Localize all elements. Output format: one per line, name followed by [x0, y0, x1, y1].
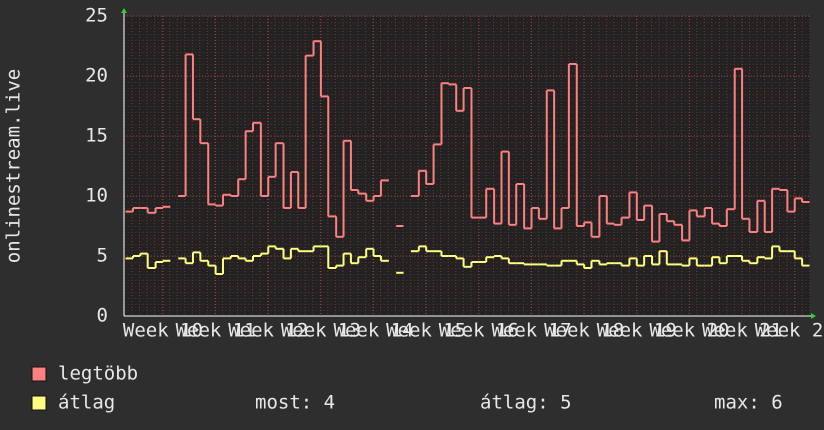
legend-swatch	[31, 395, 47, 411]
minor-grid	[124, 16, 810, 316]
x-tick-label: Week 18	[544, 320, 624, 342]
x-tick-label: Week 11	[176, 320, 256, 342]
y-tick-label: 15	[85, 125, 108, 147]
y-tick-label: 5	[97, 245, 108, 267]
y-axis-label: onlinestream.live	[3, 69, 25, 263]
x-tick-label: Week 10	[123, 320, 203, 342]
x-tick-label: Week 22	[755, 320, 824, 342]
x-tick-label: Week 12	[228, 320, 308, 342]
x-tick-label: Week 13	[281, 320, 361, 342]
stat-text: max: 6	[714, 392, 783, 414]
y-tick-label: 25	[85, 5, 108, 27]
series-lines	[125, 40, 810, 275]
x-tick-label: Week 21	[702, 320, 782, 342]
stat-text: átlag: 5	[480, 392, 572, 414]
y-axis-arrow	[121, 8, 127, 13]
x-tick-label: Week 15	[386, 320, 466, 342]
y-tick-label: 20	[85, 65, 108, 87]
legend: legtöbb átlag most: 4 átlag: 5 max: 6	[31, 363, 783, 414]
x-tick-label: Week 16	[439, 320, 519, 342]
legend-label: átlag	[58, 392, 115, 414]
x-axis-arrow	[811, 313, 816, 319]
y-tick-label: 10	[85, 185, 108, 207]
x-tick-label: Week 19	[597, 320, 677, 342]
stat-text: most: 4	[255, 392, 335, 414]
y-tick-label: 0	[97, 305, 108, 327]
legend-swatch	[31, 366, 47, 382]
x-tick-label: Week 20	[649, 320, 729, 342]
legend-label: legtöbb	[58, 363, 138, 385]
x-tick-label: Week 14	[334, 320, 414, 342]
x-tick-label: Week 17	[491, 320, 571, 342]
